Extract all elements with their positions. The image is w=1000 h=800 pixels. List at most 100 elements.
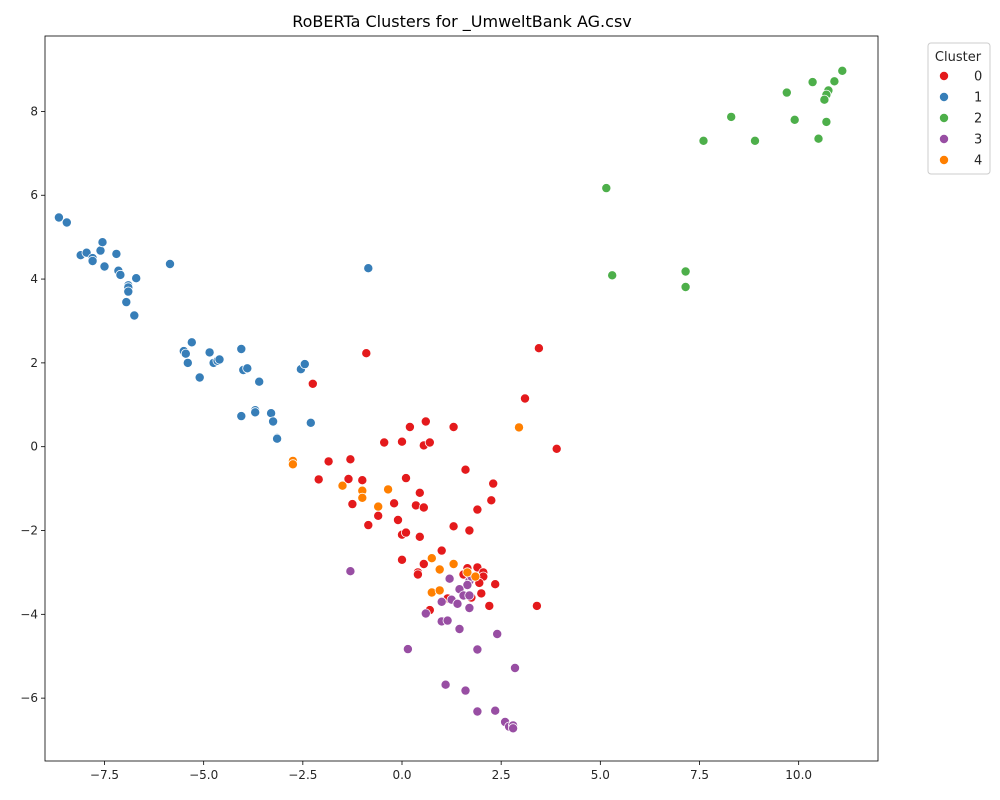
point-cluster-4-0	[514, 422, 525, 433]
legend-item-4: 4	[939, 154, 982, 169]
point-cluster-4-14	[434, 585, 445, 596]
y-tick-label: 2	[30, 356, 38, 370]
point-cluster-0-27	[363, 520, 374, 531]
points-layer	[53, 65, 848, 734]
series-2	[601, 65, 848, 292]
point-cluster-1-22	[182, 357, 193, 368]
point-cluster-2-12	[698, 135, 709, 146]
legend-marker	[939, 92, 950, 103]
point-cluster-3-19	[509, 663, 520, 674]
legend-marker	[939, 133, 950, 144]
point-cluster-0-34	[414, 531, 425, 542]
point-cluster-4-3	[337, 480, 348, 491]
point-cluster-1-24	[194, 372, 205, 383]
point-cluster-0-21	[414, 487, 425, 498]
x-tick-label: 10.0	[785, 768, 812, 782]
point-cluster-3-1	[444, 573, 455, 584]
point-cluster-1-28	[214, 354, 225, 365]
y-tick-label: 6	[30, 188, 38, 202]
point-cluster-0-47	[476, 588, 487, 599]
point-cluster-2-6	[781, 87, 792, 98]
x-tick-label: −7.5	[90, 768, 119, 782]
point-cluster-3-15	[454, 624, 465, 635]
point-cluster-1-17	[131, 273, 142, 284]
point-cluster-0-4	[551, 443, 562, 454]
point-cluster-3-8	[452, 598, 463, 609]
point-cluster-0-16	[357, 475, 368, 486]
y-tick-label: 4	[30, 272, 38, 286]
point-cluster-1-6	[95, 245, 106, 256]
series-1	[53, 212, 374, 444]
legend-title: Cluster	[935, 50, 982, 65]
point-cluster-3-0	[345, 566, 356, 577]
point-cluster-0-51	[484, 600, 495, 611]
point-cluster-1-36	[266, 408, 277, 419]
point-cluster-3-12	[420, 608, 431, 619]
point-cluster-1-33	[236, 411, 247, 422]
chart-title: RoBERTa Clusters for _UmweltBank AG.csv	[292, 12, 632, 32]
point-cluster-0-17	[400, 473, 411, 484]
point-cluster-1-32	[254, 376, 265, 387]
legend-marker	[939, 113, 950, 124]
point-cluster-0-18	[460, 464, 471, 475]
x-tick-label: 5.0	[591, 768, 610, 782]
point-cluster-1-19	[363, 263, 374, 274]
point-cluster-0-6	[396, 436, 407, 447]
point-cluster-0-38	[412, 569, 423, 580]
point-cluster-3-11	[464, 603, 475, 614]
point-cluster-4-6	[383, 484, 394, 495]
point-cluster-0-12	[345, 454, 356, 465]
point-cluster-3-4	[462, 580, 473, 591]
point-cluster-0-24	[389, 498, 400, 509]
point-cluster-0-46	[490, 579, 501, 590]
point-cluster-0-30	[448, 521, 459, 532]
point-cluster-2-8	[821, 116, 832, 127]
point-cluster-0-52	[531, 600, 542, 611]
y-tick-label: 0	[30, 440, 38, 454]
legend-label: 3	[974, 133, 982, 148]
point-cluster-3-14	[442, 615, 453, 626]
point-cluster-1-16	[129, 310, 140, 321]
point-cluster-0-11	[448, 421, 459, 432]
point-cluster-1-21	[180, 348, 191, 359]
point-cluster-3-16	[492, 629, 503, 640]
plot-frame	[44, 35, 879, 762]
x-tick-label: 7.5	[690, 768, 709, 782]
point-cluster-3-20	[440, 679, 451, 690]
y-tick-label: −4	[20, 607, 38, 621]
legend-label: 0	[974, 70, 982, 85]
point-cluster-0-29	[486, 495, 497, 506]
point-cluster-0-7	[404, 421, 415, 432]
point-cluster-2-7	[789, 114, 800, 125]
point-cluster-1-31	[242, 363, 253, 374]
point-cluster-4-7	[373, 501, 384, 512]
point-cluster-0-39	[418, 559, 429, 570]
legend-item-1: 1	[939, 91, 982, 106]
point-cluster-4-8	[426, 553, 437, 564]
point-cluster-1-8	[99, 261, 110, 272]
x-tick-label: −2.5	[288, 768, 317, 782]
point-cluster-1-18	[164, 258, 175, 269]
legend-marker	[939, 154, 950, 165]
point-cluster-0-31	[464, 525, 475, 536]
point-cluster-3-21	[460, 685, 471, 696]
point-cluster-0-9	[420, 416, 431, 427]
x-axis: −7.5 −5.0 −2.5 0.0 2.5 5.0 7.5 10.0	[90, 761, 812, 782]
point-cluster-0-19	[488, 478, 499, 489]
legend-marker	[939, 71, 950, 82]
point-cluster-1-9	[111, 248, 122, 259]
point-cluster-0-28	[472, 504, 483, 515]
point-cluster-0-14	[313, 474, 324, 485]
point-cluster-3-17	[402, 644, 413, 655]
point-cluster-4-9	[448, 559, 459, 570]
point-cluster-1-23	[186, 337, 197, 348]
point-cluster-0-35	[436, 545, 447, 556]
point-cluster-4-11	[462, 567, 473, 578]
point-cluster-1-7	[97, 237, 108, 248]
x-tick-label: 2.5	[492, 768, 511, 782]
x-tick-label: 0.0	[392, 768, 411, 782]
point-cluster-0-23	[418, 502, 429, 513]
